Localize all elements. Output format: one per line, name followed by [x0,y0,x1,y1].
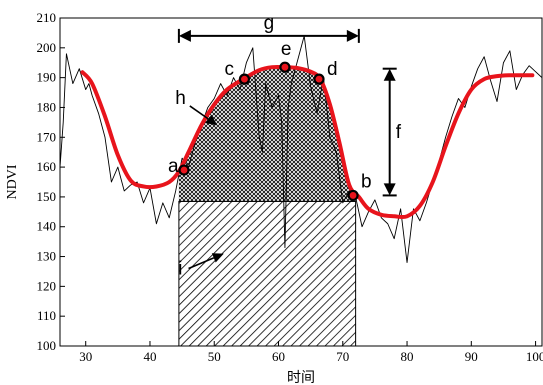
f-arrow-up [383,68,396,81]
y-tick-label: 190 [37,70,57,85]
y-tick-label: 180 [37,99,57,114]
y-tick-label: 210 [37,10,57,25]
y-tick-label: 110 [37,308,56,323]
key-point-d [313,73,325,85]
y-tick-label: 130 [37,249,57,264]
label-a: a [168,156,179,177]
g-arrow-right [346,29,359,42]
y-tick-label: 150 [37,189,57,204]
key-point-b [347,189,359,202]
regions [178,67,357,346]
arrow-h-shaft [189,105,209,120]
x-tick-label: 70 [336,349,349,364]
y-tick-label: 100 [37,338,57,353]
plot-frame [59,17,543,347]
x-tick-label: 90 [465,349,478,364]
key-point-a [178,164,190,176]
label-g: g [264,13,275,34]
label-b: b [361,171,372,192]
label-c: c [224,59,234,80]
arrow-h-head [205,114,218,126]
label-e: e [281,39,292,60]
raw-ndvi-line [60,35,542,263]
arrow-i-head [211,253,224,263]
x-axis: 30 40 50 60 70 80 90 100 [79,341,543,364]
fitted-ndvi-series [80,64,535,220]
x-axis-title: 时间 [287,370,315,385]
x-tick-label: 50 [208,349,221,364]
y-tick-label: 170 [37,129,57,144]
x-tick-label: 30 [79,349,92,364]
y-axis-title: NDVI [5,164,20,199]
y-tick-label: 140 [37,219,57,234]
x-tick-label: 40 [143,349,156,364]
annotations: g f h i [175,13,401,280]
label-h: h [175,88,186,109]
y-axis: 100 110 120 130 140 150 160 170 180 190 200 210 [37,10,65,353]
arrow-i-shaft [188,257,215,270]
key-point-e [279,61,291,73]
key-point-c [238,73,251,85]
label-i: i [178,258,182,279]
y-tick-label: 160 [37,159,57,174]
region-i [178,200,357,346]
g-arrow-left [178,29,191,42]
key-points: a c e d b [168,39,372,202]
y-tick-label: 120 [37,278,57,293]
region-h [178,67,356,202]
f-arrow-down [383,183,396,196]
fitted-ndvi-curve [80,64,535,220]
x-tick-label: 100 [526,349,543,364]
x-tick-label: 80 [401,349,414,364]
label-f: f [396,122,402,143]
x-tick-label: 60 [272,349,285,364]
label-d: d [327,59,338,80]
y-tick-label: 200 [37,40,57,55]
raw-ndvi-series [60,35,542,263]
